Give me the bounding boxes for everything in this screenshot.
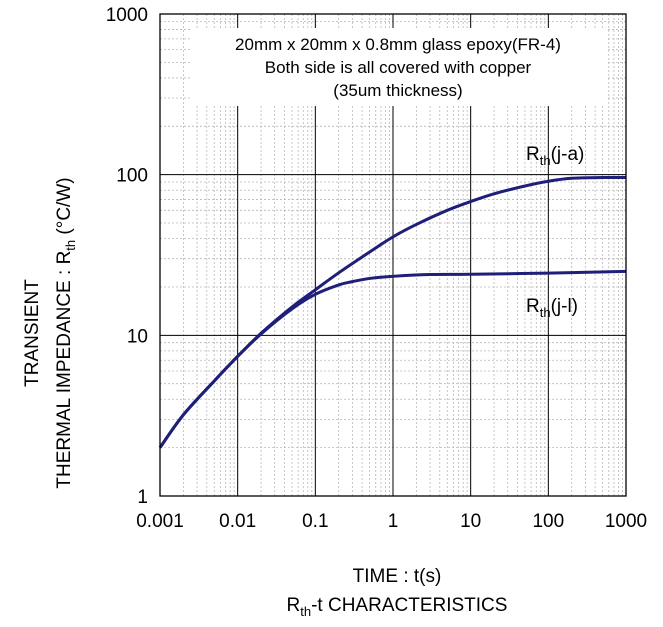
- plot-frame: [159, 13, 627, 497]
- x-tick-label: 0.001: [136, 511, 184, 532]
- x-tick-label: 1000: [605, 511, 647, 532]
- annotation-line-1: 20mm x 20mm x 0.8mm glass epoxy(FR-4): [235, 35, 561, 54]
- x-tick-label: 1: [388, 511, 399, 532]
- y-tick-label: 100: [116, 166, 148, 187]
- annotation-background: [190, 28, 606, 106]
- series-line-j-l: [158, 269, 627, 449]
- annotation-line-3: (35um thickness): [333, 81, 462, 100]
- x-tick-label: 10: [460, 511, 481, 532]
- y-axis-label-line-2: THERMAL IMPEDANCE : Rth (°C/W): [54, 177, 78, 488]
- y-tick-label: 1: [137, 487, 148, 508]
- series-label-j-l: Rth(j-l): [526, 296, 578, 320]
- y-tick-label: 1000: [106, 5, 148, 26]
- x-tick-label: 0.1: [302, 511, 328, 532]
- x-tick-label: 100: [532, 511, 564, 532]
- y-tick-label: 10: [127, 326, 148, 347]
- series-lines: [158, 175, 627, 449]
- y-axis-label-line-1: TRANSIENT: [22, 279, 43, 387]
- series-label-j-a: Rth(j-a): [526, 144, 584, 168]
- x-axis-label: TIME : t(s): [353, 566, 442, 587]
- x-tick-label: 0.01: [219, 511, 256, 532]
- chart-caption: Rth-t CHARACTERISTICS: [287, 595, 508, 619]
- annotation-line-2: Both side is all covered with copper: [265, 58, 532, 77]
- y-tick-labels: 1 10 100 1000: [106, 5, 148, 508]
- x-tick-labels: 0.001 0.01 0.1 1 10 100 1000: [136, 511, 647, 532]
